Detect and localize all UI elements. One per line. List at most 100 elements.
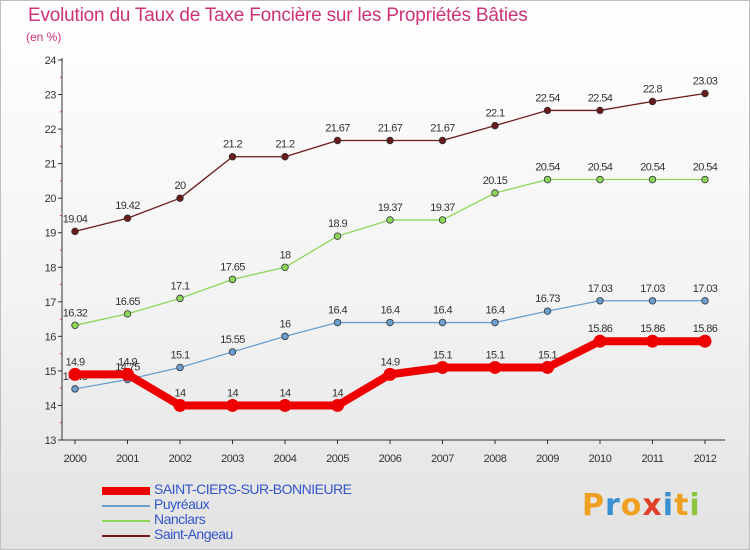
x-tick-label: 2001	[116, 453, 139, 465]
data-point	[698, 334, 712, 348]
data-label: 19.42	[115, 200, 140, 212]
data-point	[701, 89, 709, 98]
data-point	[543, 175, 552, 184]
data-point	[278, 398, 292, 412]
data-label: 16.4	[328, 305, 347, 317]
data-label: 15.1	[538, 349, 557, 361]
unit-label: (en %)	[26, 30, 62, 44]
data-label: 21.67	[378, 122, 403, 134]
data-point	[281, 332, 289, 341]
legend-label: Nanclars	[154, 511, 206, 527]
legend-label: SAINT-CIERS-SUR-BONNIEURE	[154, 481, 352, 497]
data-point	[68, 367, 82, 381]
data-label: 20.15	[483, 175, 508, 187]
data-label: 22.54	[535, 92, 560, 104]
data-point	[173, 398, 187, 412]
data-point	[701, 297, 709, 305]
data-label: 15.1	[170, 349, 189, 361]
data-label: 19.37	[430, 202, 455, 214]
data-label: 16	[279, 318, 291, 330]
legend-swatch	[102, 487, 150, 495]
data-label: 20.54	[535, 162, 560, 174]
data-label: 16.65	[115, 296, 140, 308]
data-label: 18	[279, 249, 291, 261]
x-tick-label: 2005	[326, 453, 349, 465]
y-tick-label: 15	[45, 366, 57, 378]
x-tick-label: 2007	[431, 453, 454, 465]
data-label: 17.65	[220, 261, 245, 273]
y-tick-label: 16	[45, 331, 57, 343]
logo-letter: P	[582, 488, 605, 523]
y-tick-label: 14	[45, 400, 57, 412]
data-point	[383, 367, 397, 381]
data-label: 20.54	[693, 162, 718, 174]
y-tick-label: 17	[45, 297, 57, 309]
data-point	[226, 398, 239, 412]
data-label: 17.1	[170, 280, 189, 292]
data-point	[386, 136, 394, 145]
data-point	[71, 321, 79, 330]
x-tick-label: 2004	[274, 453, 297, 465]
data-label: 14	[332, 387, 344, 399]
data-point	[386, 216, 394, 224]
data-label: 19.37	[378, 202, 403, 214]
x-tick-label: 2012	[694, 453, 717, 465]
data-label: 15.1	[433, 349, 452, 361]
data-point	[596, 106, 604, 115]
x-tick-label: 2008	[484, 453, 507, 465]
logo-letter: i	[689, 488, 701, 523]
y-tick-label: 23	[45, 90, 57, 102]
data-point	[386, 318, 394, 327]
data-point	[541, 360, 554, 374]
legend-label: Saint-Angeau	[154, 526, 233, 542]
y-tick-label: 13	[45, 435, 57, 447]
data-point	[176, 194, 184, 202]
data-point	[228, 275, 237, 284]
data-point	[438, 136, 447, 145]
data-point	[438, 216, 447, 224]
data-label: 14.9	[118, 356, 137, 368]
data-point	[71, 227, 79, 236]
legend-label: Puyréaux	[154, 496, 210, 512]
data-label: 20.54	[640, 162, 665, 174]
data-point	[596, 297, 604, 305]
data-label: 14.9	[65, 356, 84, 368]
data-point	[281, 263, 289, 271]
data-label: 15.86	[588, 323, 613, 335]
data-point	[176, 294, 184, 303]
x-tick-label: 2002	[169, 453, 192, 465]
x-tick-label: 2009	[536, 453, 559, 465]
legend-swatch	[102, 520, 150, 522]
logo-letter: r	[605, 488, 621, 523]
data-point	[123, 310, 132, 318]
data-label: 15.86	[640, 323, 665, 335]
data-label: 17.03	[640, 283, 665, 295]
data-label: 18.9	[328, 218, 347, 230]
data-point	[71, 385, 79, 393]
data-point	[281, 153, 289, 161]
data-point	[121, 367, 134, 381]
y-tick-label: 18	[45, 262, 57, 274]
logo-letter: x	[642, 488, 663, 523]
x-tick-label: 2003	[221, 453, 244, 465]
data-point	[333, 318, 342, 327]
data-point	[593, 334, 607, 348]
x-tick-label: 2000	[64, 453, 87, 465]
data-point	[648, 175, 657, 184]
data-point	[646, 334, 659, 348]
data-label: 14	[227, 387, 239, 399]
x-tick-label: 2006	[379, 453, 402, 465]
logo-letter: i	[662, 488, 675, 523]
legend-swatch	[102, 505, 150, 507]
chart-title: Evolution du Taux de Taxe Foncière sur l…	[28, 5, 528, 26]
data-point	[228, 153, 237, 161]
data-label: 22.1	[485, 108, 504, 120]
data-point	[333, 232, 342, 240]
data-point	[176, 363, 184, 372]
data-label: 21.67	[430, 122, 455, 134]
data-point	[228, 348, 237, 356]
data-point	[488, 360, 502, 374]
data-label: 22.8	[643, 83, 662, 95]
data-point	[123, 214, 132, 222]
